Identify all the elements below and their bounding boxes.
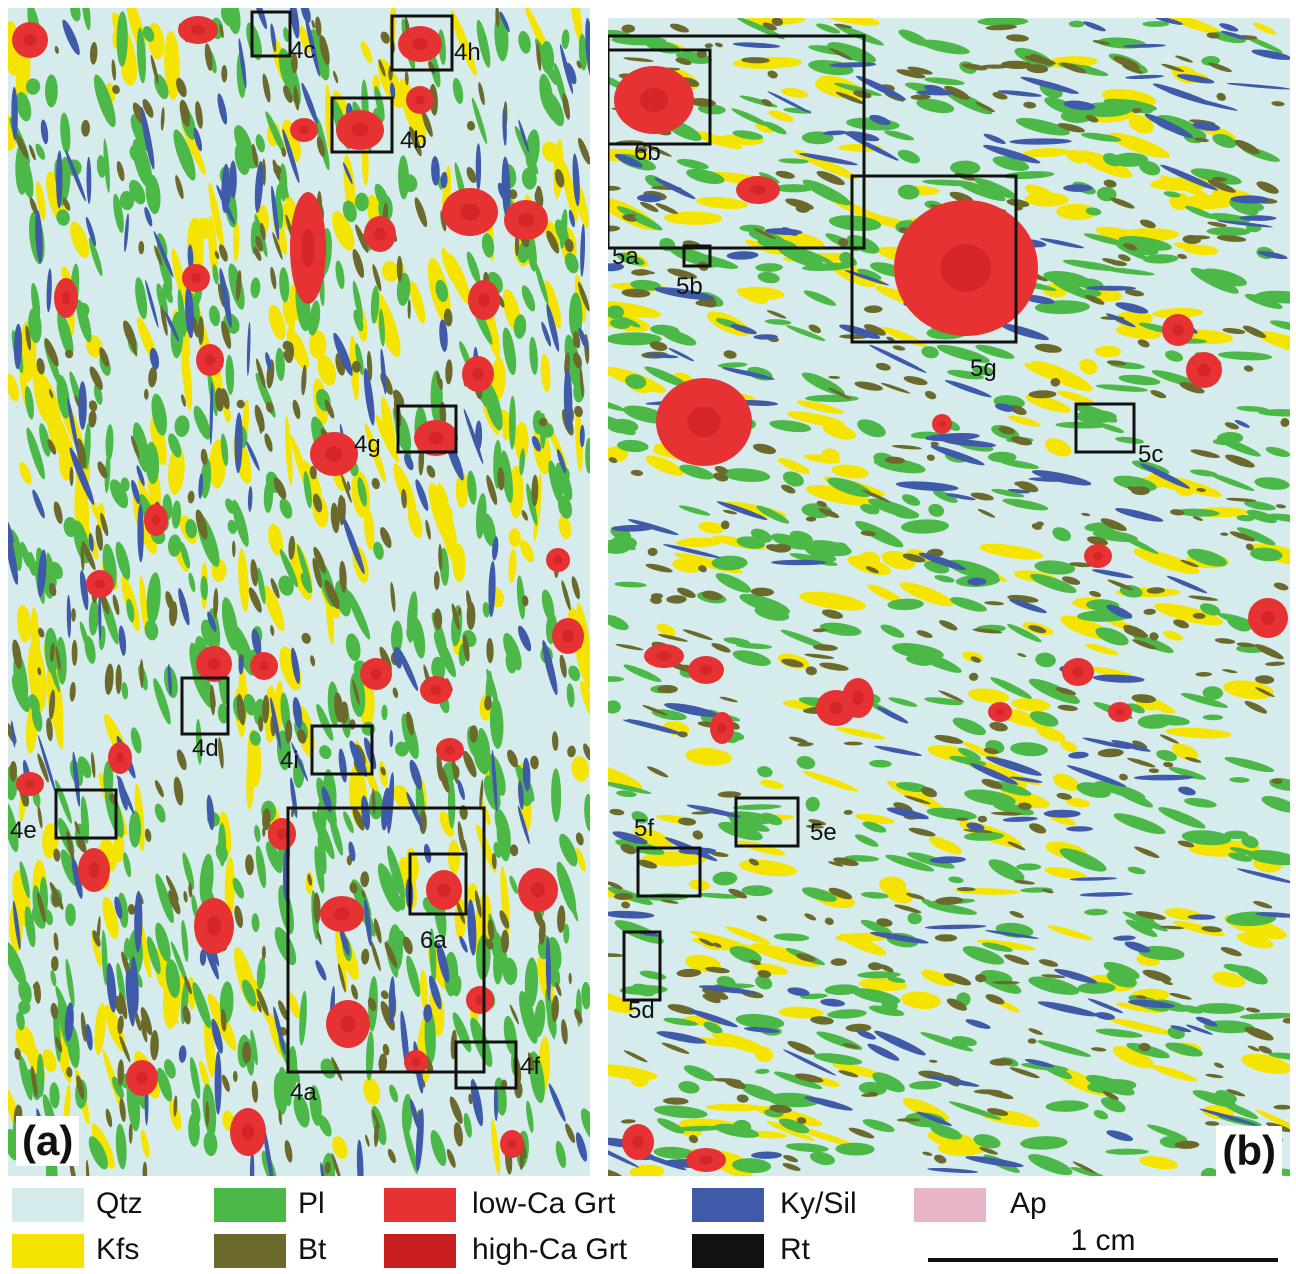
legend-swatch-qtz	[12, 1188, 84, 1222]
panel-a-box-4c	[250, 10, 292, 58]
panel-a-box-label-6a: 6a	[420, 927, 447, 954]
panel-a-box-4b	[330, 96, 394, 154]
panel-b-box-label-5f: 5f	[634, 815, 654, 842]
panel-b-box-5b	[682, 244, 712, 268]
legend-label-pl: Pl	[298, 1187, 325, 1220]
ky-sil-grains	[8, 8, 590, 1176]
panel-a-box-4a	[286, 806, 486, 1074]
legend-swatch-pl	[214, 1188, 286, 1222]
mineral-legend: Qtz Kfs Pl Bt low-Ca Grt high-Ca Grt Ky/…	[0, 1180, 1296, 1274]
panel-b-box-5e	[734, 796, 800, 848]
legend-swatch-kfs	[12, 1234, 84, 1268]
panel-a-box-4h	[390, 14, 454, 72]
legend-label-kfs: Kfs	[96, 1233, 140, 1266]
legend-swatch-high-ca-grt	[384, 1234, 456, 1268]
panel-b-box-label-6b: 6b	[634, 139, 661, 166]
phase-map-b: 6b 5a 5b 5g 5c 5e 5f 5d	[608, 18, 1290, 1176]
panel-a-box-4e	[54, 788, 118, 840]
phase-map-panel-b: 6b 5a 5b 5g 5c 5e 5f 5d (b)	[608, 18, 1290, 1176]
panel-a-box-4g	[396, 404, 458, 454]
panel-a-box-4d	[180, 676, 230, 736]
legend-swatch-ky-sil	[692, 1188, 764, 1222]
panel-a-box-label-4b: 4b	[400, 127, 427, 154]
panel-b-box-label-5a: 5a	[612, 243, 639, 270]
garnet-grains	[614, 66, 1288, 1172]
panel-b-box-label-5b: 5b	[676, 273, 703, 300]
legend-label-low-ca-grt: low-Ca Grt	[472, 1187, 616, 1220]
panel-a-label: (a)	[16, 1116, 80, 1166]
panel-b-label: (b)	[1216, 1126, 1282, 1176]
panel-a-box-label-4i: 4i	[280, 747, 299, 774]
panel-b-box-6b	[608, 48, 712, 146]
scale-bar-line	[928, 1258, 1278, 1262]
legend-swatch-bt	[214, 1234, 286, 1268]
panel-b-box-5d	[622, 930, 662, 1002]
legend-label-ky-sil: Ky/Sil	[780, 1187, 857, 1220]
legend-label-ap: Ap	[1010, 1187, 1047, 1220]
legend-swatch-low-ca-grt	[384, 1188, 456, 1222]
panel-b-box-5c	[1074, 402, 1136, 454]
panel-b-box-label-5c: 5c	[1138, 441, 1163, 468]
panel-a-box-4f	[454, 1040, 518, 1090]
panel-b-box-5a	[608, 34, 866, 250]
scale-bar-label: 1 cm	[1070, 1224, 1136, 1257]
panel-b-box-5f	[636, 846, 702, 898]
panel-a-box-label-4h: 4h	[454, 39, 481, 66]
panel-b-box-label-5d: 5d	[628, 997, 655, 1024]
legend-label-bt: Bt	[298, 1233, 327, 1266]
legend-swatch-rt	[692, 1234, 764, 1268]
panel-a-box-label-4d: 4d	[192, 735, 219, 762]
panel-a-box-label-4c: 4c	[290, 37, 315, 64]
panel-a-box-label-4f: 4f	[520, 1053, 540, 1080]
bt-grains	[608, 18, 1290, 1176]
legend-swatch-ap	[914, 1188, 986, 1222]
legend-label-rt: Rt	[780, 1233, 810, 1266]
panel-a-box-label-4e: 4e	[10, 817, 37, 844]
panel-a-box-6a	[408, 852, 468, 916]
phase-map-panel-a: 4c 4h 4b 4g 4d 4i 4e 4a 6a 4f (a)	[8, 8, 590, 1176]
garnet-grains	[12, 16, 584, 1158]
legend-label-qtz: Qtz	[96, 1187, 143, 1220]
panel-b-box-label-5e: 5e	[810, 819, 837, 846]
panel-a-box-label-4a: 4a	[290, 1079, 317, 1106]
scale-bar: 1 cm	[928, 1224, 1278, 1270]
panel-b-box-label-5g: 5g	[970, 355, 997, 382]
panel-a-box-label-4g: 4g	[354, 431, 381, 458]
legend-label-high-ca-grt: high-Ca Grt	[472, 1233, 628, 1266]
phase-map-a: 4c 4h 4b 4g 4d 4i 4e 4a 6a 4f	[8, 8, 590, 1176]
panel-a-box-4i	[310, 724, 374, 776]
panel-b-box-5g	[850, 174, 1018, 344]
